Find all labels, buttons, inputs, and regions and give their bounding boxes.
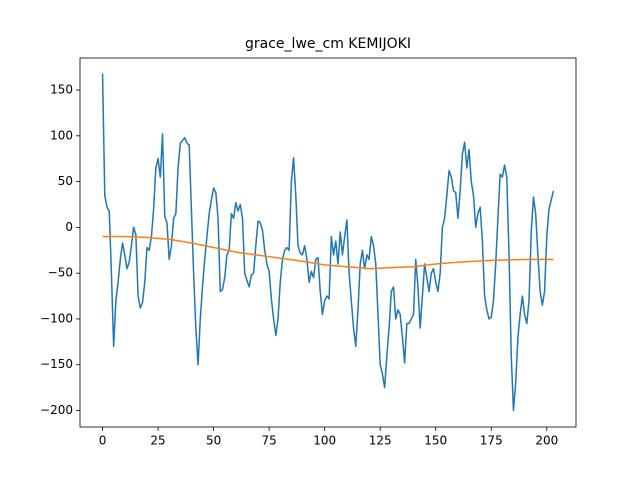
x-tick-label: 75 [261,434,276,448]
x-tick-label: 200 [535,434,558,448]
data-line [101,73,555,412]
plot-frame [79,57,577,428]
x-tick-label: 25 [150,434,165,448]
x-tick-label: 100 [313,434,336,448]
x-tick-label: 0 [99,434,107,448]
chart-title: grace_lwe_cm KEMIJOKI [245,36,411,52]
y-tick-label: 100 [50,128,73,142]
y-tick-label: 150 [50,83,73,97]
x-tick-label: 50 [206,434,221,448]
y-tick-label: −150 [40,357,73,371]
x-tick-label: 125 [369,434,392,448]
y-tick-label: −100 [40,311,73,325]
y-tick-label: 0 [65,220,73,234]
y-tick-label: 50 [58,174,73,188]
data-line [102,235,554,270]
y-tick-label: −200 [40,403,73,417]
y-tick-label: −50 [48,266,73,280]
x-tick-label: 175 [480,434,503,448]
x-tick-label: 150 [424,434,447,448]
